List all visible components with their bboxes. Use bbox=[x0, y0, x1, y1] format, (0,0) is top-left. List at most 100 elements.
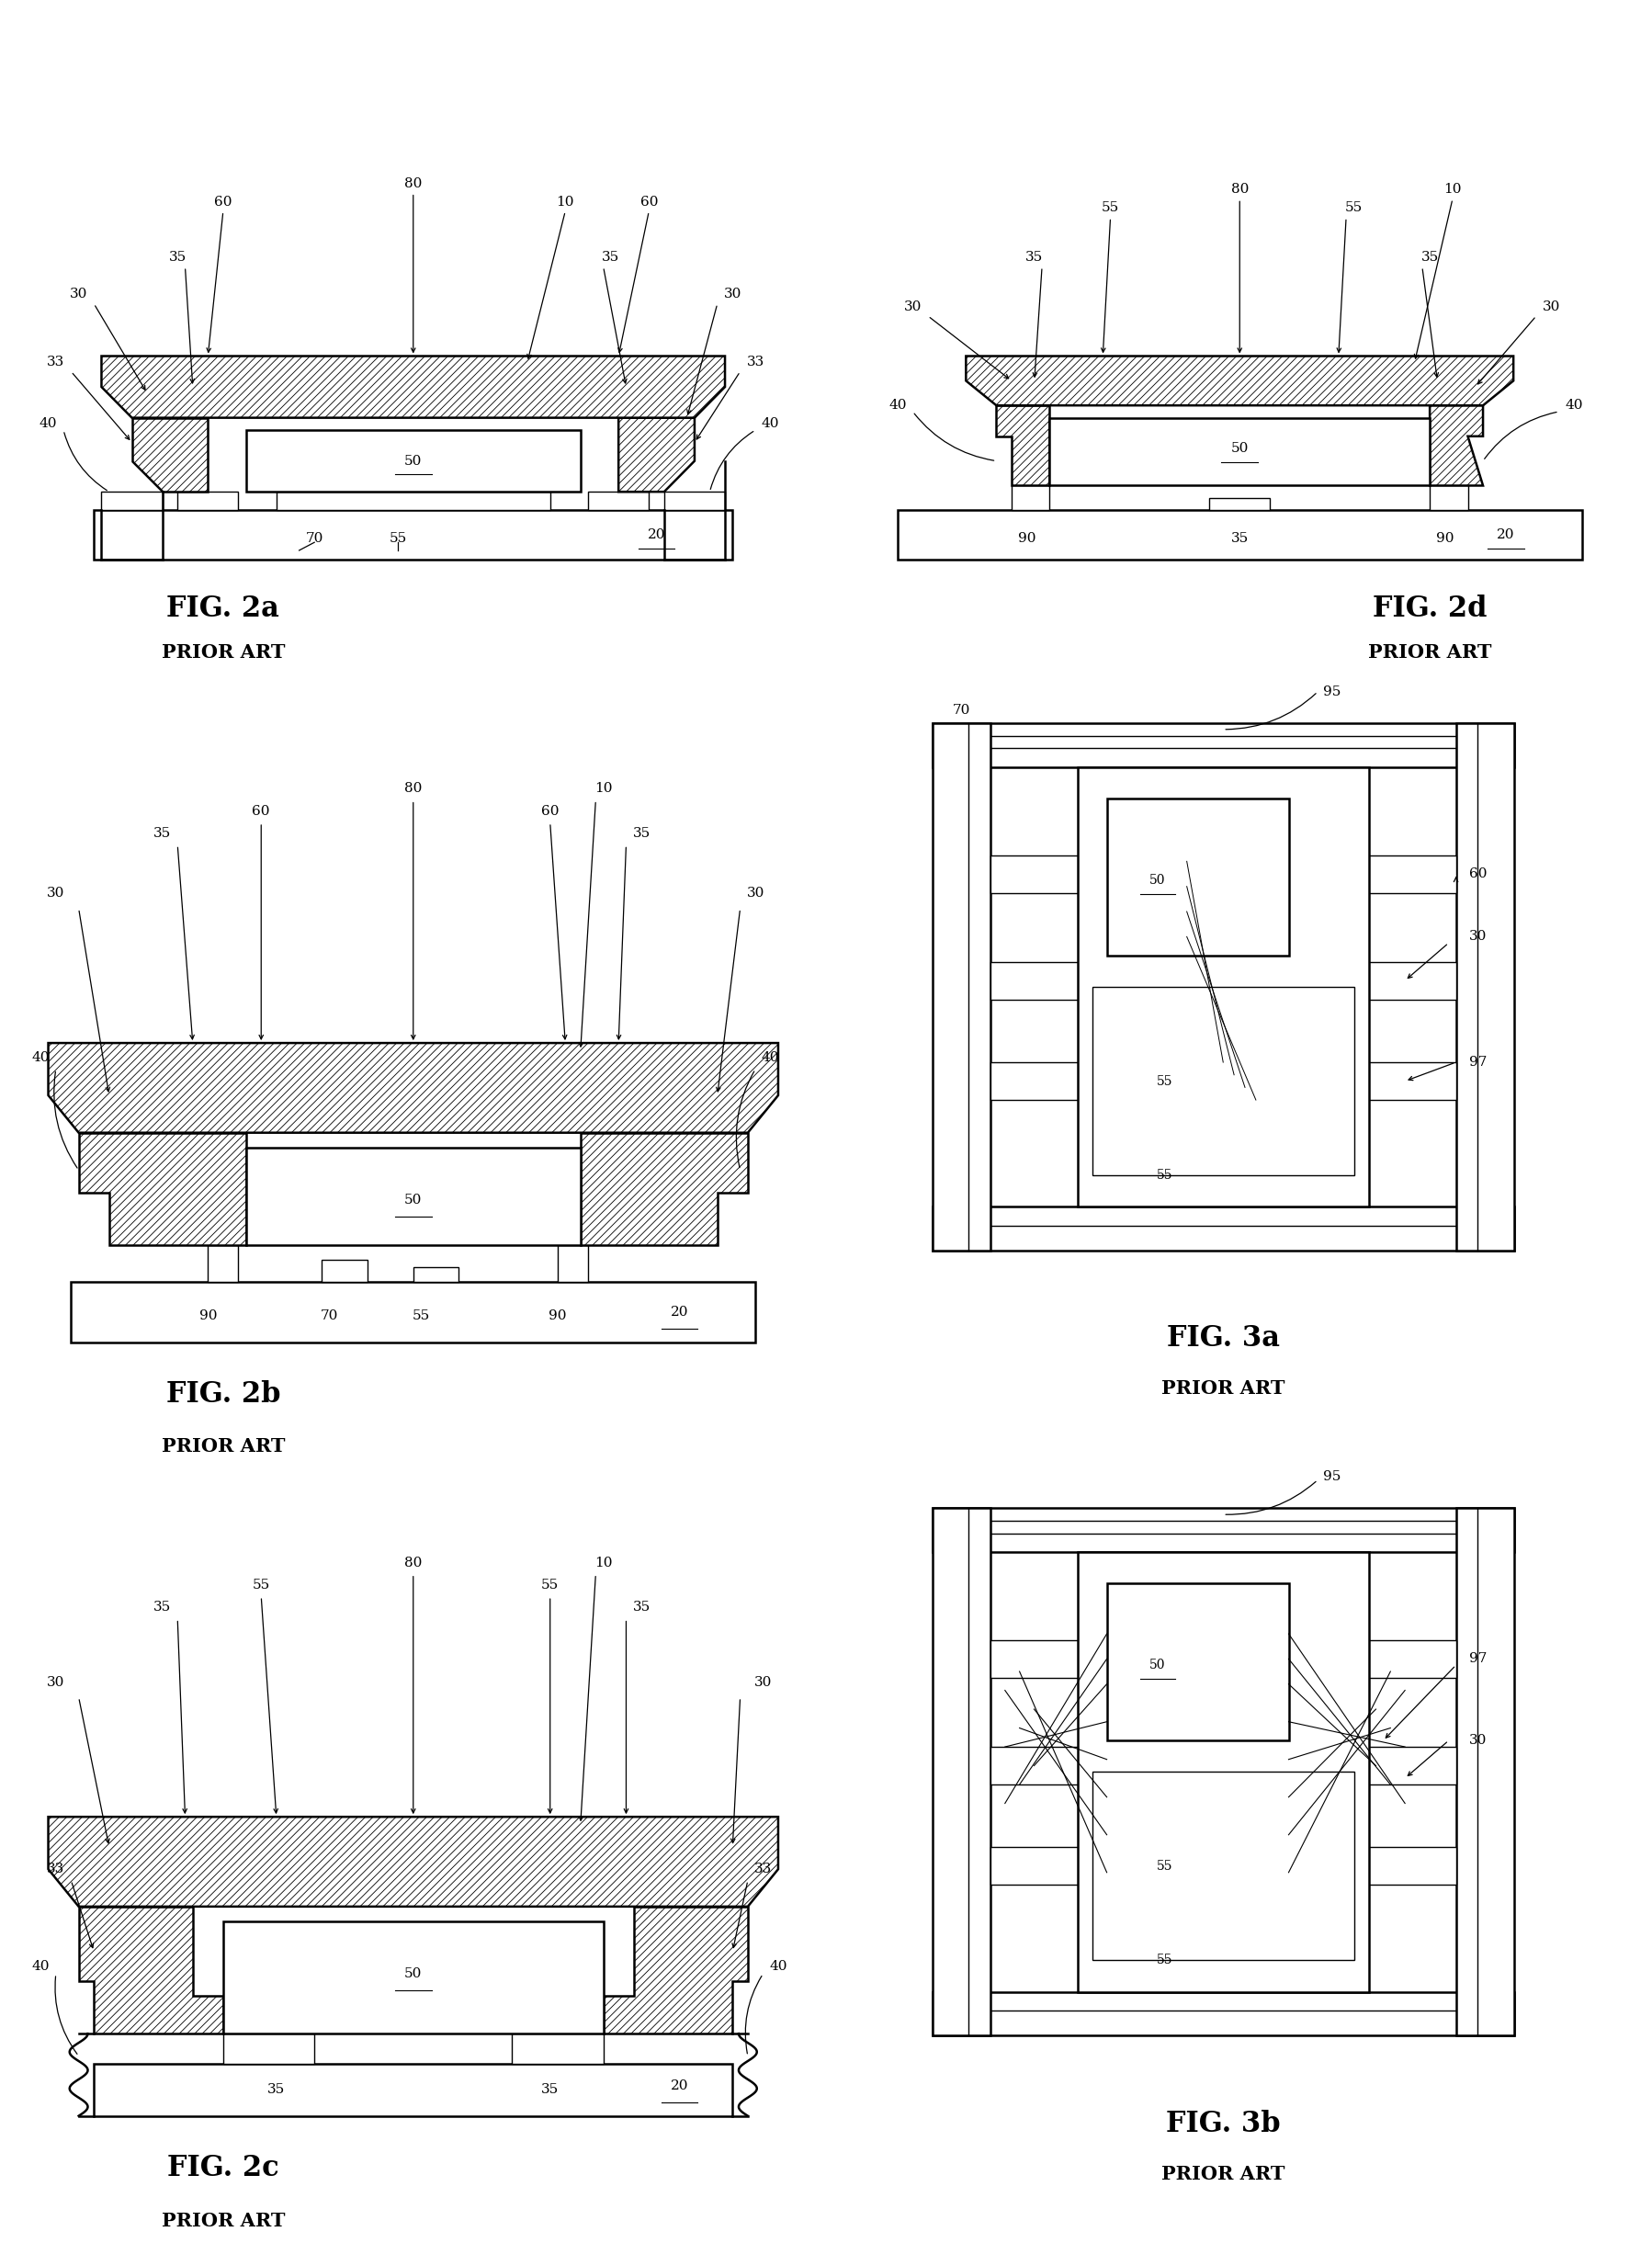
Text: 55: 55 bbox=[540, 1579, 558, 1593]
Polygon shape bbox=[1429, 406, 1482, 487]
Text: 20: 20 bbox=[648, 529, 666, 541]
Bar bbox=[223, 1922, 603, 2034]
Bar bbox=[990, 1848, 1099, 1884]
Text: 55: 55 bbox=[1156, 1074, 1173, 1088]
Bar bbox=[990, 1640, 1099, 1678]
Bar bbox=[413, 1267, 459, 1283]
Bar bbox=[246, 431, 580, 491]
Bar bbox=[1077, 1552, 1368, 1992]
Text: 10: 10 bbox=[595, 1557, 611, 1570]
Bar bbox=[990, 855, 1099, 893]
Text: 35: 35 bbox=[154, 828, 172, 841]
Text: 35: 35 bbox=[169, 251, 187, 265]
Text: 50: 50 bbox=[1150, 875, 1165, 886]
Polygon shape bbox=[603, 1907, 747, 2034]
Text: 50: 50 bbox=[1150, 1660, 1165, 1671]
Bar bbox=[246, 1148, 580, 1245]
Text: 30: 30 bbox=[46, 1676, 64, 1689]
Polygon shape bbox=[965, 357, 1513, 406]
Text: 20: 20 bbox=[671, 2079, 687, 2093]
Text: 80: 80 bbox=[405, 783, 421, 796]
Text: 20: 20 bbox=[1497, 529, 1513, 541]
Text: 60: 60 bbox=[639, 195, 657, 209]
Text: 35: 35 bbox=[1024, 251, 1042, 265]
Text: 30: 30 bbox=[753, 1676, 771, 1689]
Bar bbox=[932, 1507, 990, 2037]
Text: 55: 55 bbox=[1156, 1859, 1173, 1873]
Bar bbox=[512, 2034, 603, 2064]
Bar bbox=[1011, 487, 1049, 509]
Bar bbox=[557, 1245, 588, 1283]
Text: 60: 60 bbox=[215, 195, 231, 209]
Text: 35: 35 bbox=[1231, 532, 1247, 545]
Bar bbox=[1346, 1747, 1455, 1785]
Text: 60: 60 bbox=[540, 805, 558, 819]
Text: 35: 35 bbox=[633, 828, 649, 841]
Text: 33: 33 bbox=[46, 1862, 64, 1875]
Bar bbox=[101, 491, 162, 509]
Text: 40: 40 bbox=[762, 417, 780, 431]
Text: 55: 55 bbox=[253, 1579, 269, 1593]
Bar bbox=[932, 1507, 1513, 1552]
Text: 30: 30 bbox=[1469, 931, 1485, 942]
Bar bbox=[932, 722, 990, 1252]
Bar bbox=[1455, 722, 1513, 1252]
Text: FIG. 3b: FIG. 3b bbox=[1165, 2108, 1280, 2138]
Text: 90: 90 bbox=[198, 1310, 216, 1323]
Bar bbox=[932, 1207, 1513, 1252]
Text: 70: 70 bbox=[320, 1310, 339, 1323]
Text: 40: 40 bbox=[762, 1052, 780, 1065]
Bar bbox=[990, 962, 1099, 1000]
Text: 95: 95 bbox=[1323, 1471, 1340, 1483]
Text: 40: 40 bbox=[31, 1960, 50, 1974]
Text: FIG. 2b: FIG. 2b bbox=[165, 1379, 281, 1409]
Text: 35: 35 bbox=[601, 251, 620, 265]
Text: 35: 35 bbox=[268, 2084, 286, 2097]
Text: 80: 80 bbox=[405, 1557, 421, 1570]
Bar bbox=[990, 1747, 1099, 1785]
Text: 40: 40 bbox=[889, 399, 905, 413]
Bar bbox=[1429, 487, 1467, 509]
Bar bbox=[1209, 498, 1269, 509]
Bar bbox=[1092, 1772, 1353, 1960]
Text: 33: 33 bbox=[46, 357, 64, 368]
Polygon shape bbox=[101, 357, 725, 417]
Text: 55: 55 bbox=[411, 1310, 430, 1323]
Text: 60: 60 bbox=[253, 805, 269, 819]
Text: 97: 97 bbox=[1469, 1056, 1485, 1068]
Text: 90: 90 bbox=[1436, 532, 1454, 545]
Bar bbox=[1346, 1848, 1455, 1884]
Bar bbox=[276, 491, 550, 509]
Bar bbox=[1346, 1640, 1455, 1678]
Text: PRIOR ART: PRIOR ART bbox=[1161, 1379, 1284, 1397]
Bar bbox=[588, 491, 649, 509]
Text: 35: 35 bbox=[540, 2084, 558, 2097]
Bar bbox=[322, 1261, 367, 1283]
Bar bbox=[94, 509, 732, 559]
Bar bbox=[94, 2064, 732, 2115]
Text: PRIOR ART: PRIOR ART bbox=[1161, 2164, 1284, 2182]
Text: 90: 90 bbox=[1018, 532, 1036, 545]
Bar bbox=[71, 1283, 755, 1341]
Text: PRIOR ART: PRIOR ART bbox=[162, 2212, 284, 2230]
Text: 55: 55 bbox=[1100, 202, 1118, 215]
Polygon shape bbox=[79, 1907, 223, 2034]
Polygon shape bbox=[996, 406, 1049, 487]
Text: 35: 35 bbox=[633, 1602, 649, 1615]
Text: 10: 10 bbox=[557, 195, 573, 209]
Bar bbox=[1107, 1584, 1289, 1741]
Text: 33: 33 bbox=[753, 1862, 771, 1875]
Text: 40: 40 bbox=[1564, 399, 1583, 413]
Text: PRIOR ART: PRIOR ART bbox=[162, 1438, 284, 1456]
Polygon shape bbox=[618, 417, 694, 491]
Bar bbox=[177, 491, 238, 509]
Bar bbox=[932, 1992, 1513, 2037]
Polygon shape bbox=[580, 1133, 747, 1245]
Text: FIG. 2c: FIG. 2c bbox=[167, 2153, 279, 2182]
Text: 50: 50 bbox=[405, 455, 421, 467]
Text: 30: 30 bbox=[69, 287, 88, 301]
Text: PRIOR ART: PRIOR ART bbox=[1368, 644, 1490, 662]
Bar bbox=[990, 1063, 1099, 1099]
Text: 97: 97 bbox=[1469, 1653, 1485, 1664]
Bar bbox=[1107, 799, 1289, 956]
